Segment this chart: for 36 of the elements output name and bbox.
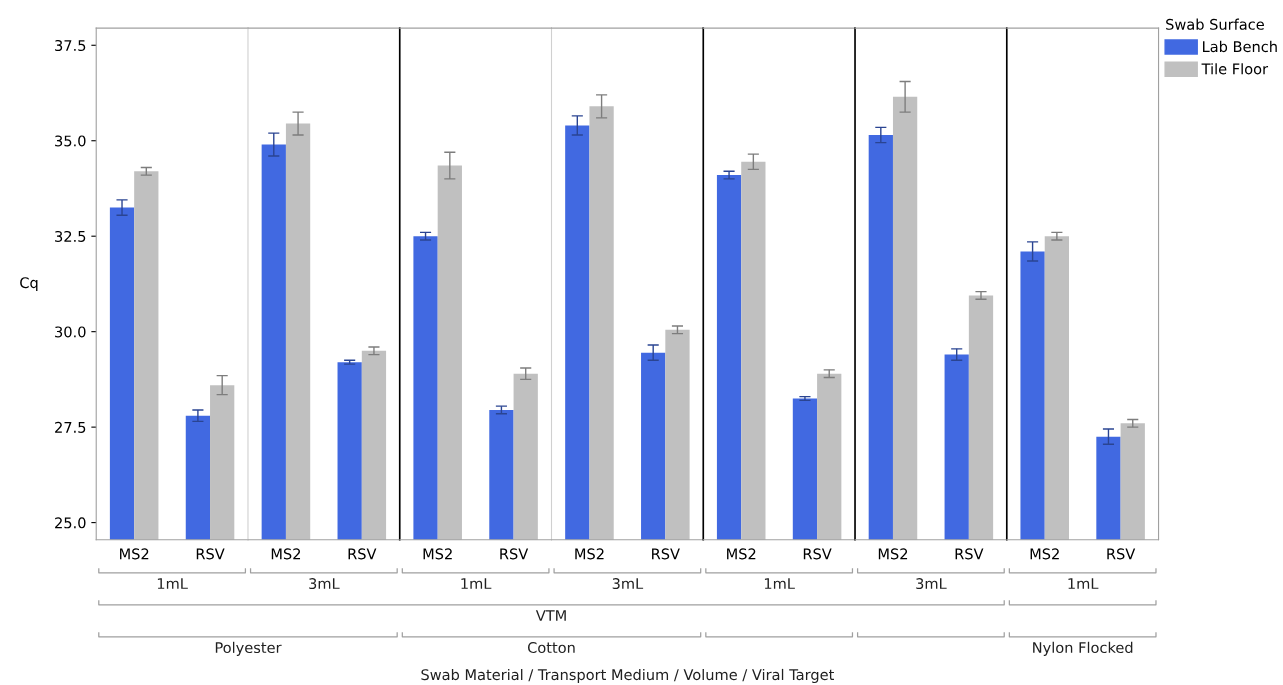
text: 3mL	[309, 578, 340, 590]
text: 1mL	[157, 578, 188, 589]
x-tick-label: RSV	[500, 548, 529, 560]
y-tick-label: 37.5	[55, 39, 86, 52]
text: 1mL	[764, 578, 795, 589]
text: 1mL	[461, 578, 492, 589]
y-tick-label: 25.0	[55, 517, 86, 529]
text: 3mL	[612, 578, 644, 590]
x-tick-label: MS2	[575, 548, 604, 560]
legend-label: Tile Floor	[1201, 63, 1269, 75]
x-tick-label: MS2	[423, 548, 452, 560]
y-tick-label: 27.5	[55, 421, 86, 433]
x-axis-title: Polyester	[215, 641, 282, 656]
x-tick-label: RSV	[652, 548, 680, 560]
x-tick-label: RSV	[1107, 548, 1136, 560]
x-axis-title: Cotton	[527, 642, 575, 654]
text: 3mL	[916, 578, 947, 590]
legend-label: Lab Bench	[1203, 40, 1277, 53]
y-tick-label: 35.0	[55, 135, 86, 147]
x-tick-label: RSV	[348, 548, 377, 560]
x-axis-title: Nylon Flocked	[1033, 641, 1133, 656]
y-tick-label: 30.0	[55, 326, 86, 338]
text: Swab Material / Transport Medium / Volume / Viral Target	[421, 668, 834, 683]
text: VTM	[535, 610, 566, 621]
x-tick-label: RSV	[196, 548, 225, 560]
x-tick-label: MS2	[878, 548, 908, 560]
x-tick-label: MS2	[1030, 548, 1059, 560]
y-axis-title: Cq	[20, 277, 38, 291]
x-tick-label: RSV	[803, 548, 832, 560]
text: 1mL	[1068, 578, 1099, 589]
x-tick-label: MS2	[727, 548, 756, 560]
legend-title: Swab Surface	[1166, 18, 1264, 30]
y-tick-label: 32.5	[55, 230, 86, 242]
x-tick-label: MS2	[271, 548, 301, 560]
x-tick-label: RSV	[955, 548, 984, 560]
x-tick-label: MS2	[120, 548, 149, 560]
